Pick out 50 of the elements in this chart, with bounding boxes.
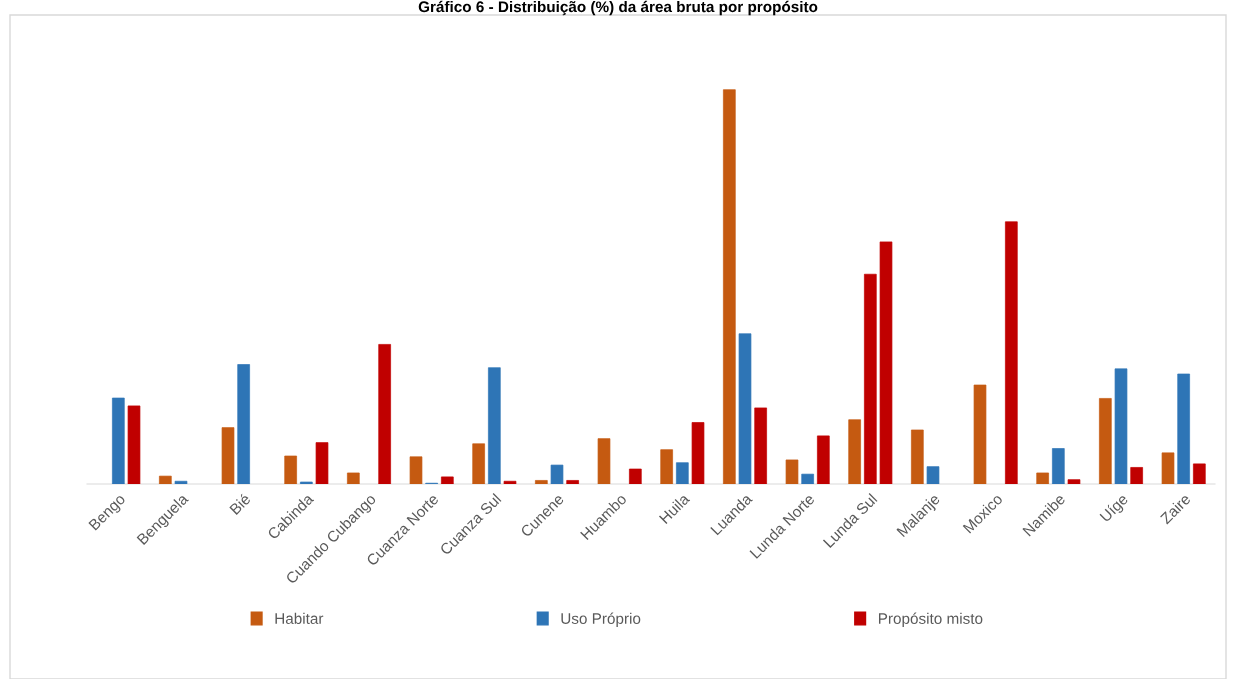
bar <box>754 407 767 484</box>
bar <box>1161 452 1175 484</box>
bar <box>550 464 564 484</box>
bar <box>911 429 924 484</box>
bar <box>472 443 485 484</box>
bar <box>1177 373 1190 484</box>
bar <box>112 397 125 484</box>
bar <box>691 422 705 484</box>
bar <box>926 466 940 484</box>
x-tick-label: Bié <box>228 492 252 515</box>
bar <box>159 475 172 484</box>
bar <box>315 442 329 484</box>
bar <box>973 384 987 484</box>
bar <box>738 333 752 484</box>
bar <box>723 89 736 484</box>
bar <box>1130 467 1143 484</box>
bar <box>801 473 814 484</box>
bar <box>1099 398 1112 484</box>
bar <box>1193 463 1206 484</box>
bar <box>174 480 188 484</box>
bar <box>817 435 830 484</box>
bar <box>237 364 250 484</box>
bar <box>284 455 297 484</box>
bar <box>535 480 548 484</box>
bar <box>785 459 799 484</box>
bar <box>488 367 501 484</box>
bar <box>221 427 235 484</box>
bar <box>1114 368 1128 484</box>
bar <box>848 419 861 484</box>
bar <box>127 405 141 484</box>
legend-label: Propósito misto <box>878 612 983 628</box>
bar <box>441 476 454 484</box>
legend-label: Uso Próprio <box>561 612 641 628</box>
bar <box>1036 472 1049 484</box>
bar <box>347 472 360 484</box>
bar <box>597 438 611 484</box>
bar <box>566 480 579 484</box>
bar <box>676 462 689 484</box>
bar <box>1052 448 1065 484</box>
bar <box>1005 221 1018 484</box>
legend-label: Habitar <box>275 612 324 624</box>
x-tick-label: Uíge <box>1099 492 1131 525</box>
bar <box>1067 479 1081 484</box>
bar <box>879 241 893 484</box>
bar <box>660 449 673 484</box>
bar <box>409 456 423 484</box>
bar <box>503 480 517 484</box>
bar <box>378 344 391 484</box>
bar <box>629 468 642 484</box>
chart-title: Gráfico 6 - Distribuição (%) da área bruta por propósito <box>418 0 818 16</box>
